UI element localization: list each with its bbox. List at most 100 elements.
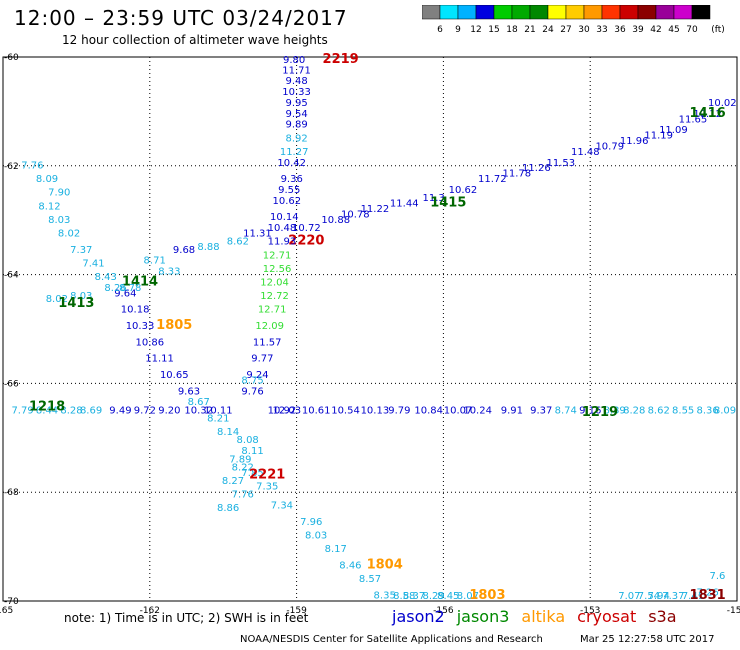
- wave-height-value: 12.03: [272, 405, 301, 416]
- wave-height-value: 8.03: [305, 530, 327, 541]
- wave-height-value: 8.37: [403, 591, 425, 602]
- pass-time-label: 1803: [469, 588, 505, 603]
- wave-height-value: 9.55: [278, 185, 300, 196]
- legend-label: 21: [524, 25, 535, 35]
- wave-height-value: 8.86: [217, 503, 239, 514]
- wave-height-value: 11.3: [422, 193, 444, 204]
- wave-height-value: 11.53: [547, 158, 576, 169]
- wave-height-value: 10.92: [268, 405, 297, 416]
- pass-time-label: 1218: [29, 400, 65, 415]
- legend-label: 15: [488, 25, 499, 35]
- pass-time-label: 1805: [156, 318, 192, 333]
- pass-time-label: 1413: [58, 296, 94, 311]
- wave-height-value: 10.11: [204, 405, 233, 416]
- wave-height-value: 8.35: [374, 590, 396, 601]
- wave-height-value: 8.02: [58, 229, 80, 240]
- wave-height-value: 9.37: [530, 405, 552, 416]
- wave-height-value: 12.56: [263, 264, 292, 275]
- wave-height-value: 8.02: [46, 294, 68, 305]
- legend-label: 6: [437, 25, 443, 35]
- pass-time-label: 1831: [690, 588, 726, 603]
- wave-height-value: 9.76: [241, 386, 263, 397]
- wave-height-value: 10.33: [126, 321, 155, 332]
- wave-height-value: 11.22: [361, 204, 390, 215]
- wave-height-value: 11.11: [145, 354, 174, 365]
- lon-tick-label: -150: [727, 606, 740, 616]
- wave-height-value: 10.88: [321, 215, 350, 226]
- wave-height-value: 10.12: [693, 109, 722, 120]
- legend-label: 30: [578, 25, 590, 35]
- lat-tick-label: -70: [4, 597, 19, 607]
- wave-height-value: 8.75: [241, 375, 263, 386]
- lon-tick-label: -162: [140, 606, 160, 616]
- wave-height-value: 10.32: [184, 405, 213, 416]
- wave-height-value: 7.37: [70, 245, 92, 256]
- wave-height-value: 8.46: [339, 560, 361, 571]
- wave-height-value: 10.42: [277, 158, 306, 169]
- wave-height-value: 9.16: [579, 405, 601, 416]
- legend-label: 70: [686, 25, 698, 35]
- map-frame: [2, 56, 738, 602]
- wave-height-value: 8.12: [38, 201, 60, 212]
- wave-height-value: 10.48: [268, 223, 297, 234]
- lat-tick-label: -66: [4, 379, 19, 389]
- units-note: note: 1) Time is in UTC; 2) SWH is in fe…: [64, 611, 309, 625]
- legend-label: 36: [614, 25, 626, 35]
- wave-height-value: 7.35: [256, 481, 278, 492]
- wave-height-value: 8.33: [158, 267, 180, 278]
- wave-height-value: 8.07: [457, 591, 479, 602]
- pass-time-label: 1416: [690, 106, 726, 121]
- map-subtitle: 12 hour collection of altimeter wave hei…: [62, 33, 328, 47]
- wave-height-value: 9.68: [173, 245, 195, 256]
- legend-label: 39: [632, 25, 644, 35]
- wave-height-value: 8.17: [325, 544, 347, 555]
- wave-height-value: 7.96: [300, 517, 322, 528]
- wave-height-value: 8.45: [437, 591, 459, 602]
- wave-height-value: 11.19: [644, 131, 673, 142]
- wave-height-value: 11.09: [659, 125, 688, 136]
- wave-height-value: 10.07: [444, 405, 473, 416]
- wave-height-value: 10.33: [282, 87, 311, 98]
- wave-height-value: 7.26: [697, 588, 719, 599]
- wave-height-value: 8.88: [197, 242, 219, 253]
- satellite-name-cryosat: cryosat: [577, 607, 637, 626]
- legend-label: 18: [506, 25, 518, 35]
- pass-time-label: 2219: [323, 52, 359, 67]
- lat-tick-label: -64: [4, 271, 19, 281]
- wave-height-value: 9.79: [388, 405, 410, 416]
- wave-height-value: 7.76: [232, 490, 254, 501]
- wave-height-value: 7.54: [638, 591, 660, 602]
- pass-time-label: 1414: [122, 274, 158, 289]
- wave-height-value: 11.71: [282, 65, 311, 76]
- legend-label: 12: [470, 25, 481, 35]
- wave-height-value: 9.54: [285, 109, 307, 120]
- wave-height-value: 8.28: [623, 405, 645, 416]
- wave-height-value: 11.65: [679, 114, 708, 125]
- legend-label: 24: [542, 25, 554, 35]
- wave-height-value: 8.03: [48, 215, 70, 226]
- wave-height-value: 10.78: [341, 209, 370, 220]
- pass-time-label: 1804: [367, 557, 403, 572]
- wave-height-value: 8.62: [227, 237, 249, 248]
- wave-height-value: 10.13: [361, 405, 390, 416]
- wave-height-value: 7.37: [662, 591, 684, 602]
- wave-height-value: 9.91: [501, 405, 523, 416]
- wave-height-value: 9.95: [285, 98, 307, 109]
- wave-height-value: 7.94: [648, 591, 670, 602]
- wave-height-value: 8.55: [672, 405, 694, 416]
- wave-height-value: 9.77: [251, 354, 273, 365]
- wave-height-value: 8.27: [222, 476, 244, 487]
- wave-height-value: 8.09: [714, 405, 736, 416]
- wave-height-value: 11.57: [253, 337, 282, 348]
- legend-label: 33: [596, 25, 607, 35]
- wave-height-value: 8.58: [393, 591, 415, 602]
- wave-height-value: 8.39: [604, 405, 626, 416]
- map-title: 12:00 – 23:59 UTC 03/24/2017: [14, 6, 348, 30]
- wave-height-value: 8.14: [217, 427, 239, 438]
- wave-height-value: 7.07: [618, 591, 640, 602]
- wave-height-value: 12.71: [263, 250, 292, 261]
- lon-tick-label: -165: [0, 606, 13, 616]
- wave-height-value: 9.49: [109, 405, 131, 416]
- wave-height-value: 8.57: [359, 574, 381, 585]
- wave-height-value: 11.93: [268, 237, 297, 248]
